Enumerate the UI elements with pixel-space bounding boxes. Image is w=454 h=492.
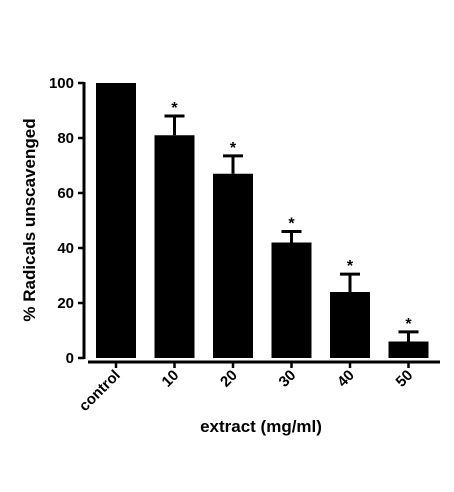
y-tick-label-100: 100 xyxy=(49,75,74,92)
x-tick-label-10: 10 xyxy=(159,367,183,391)
x-tick-label-40: 40 xyxy=(334,367,358,391)
bar-50 xyxy=(388,341,429,358)
y-tick-label-0: 0 xyxy=(66,350,74,367)
bar-40 xyxy=(330,292,370,358)
bar-10 xyxy=(154,135,195,358)
significance-marker-20: * xyxy=(230,140,237,157)
y-tick-label-60: 60 xyxy=(57,185,74,202)
significance-marker-50: * xyxy=(405,316,412,333)
y-axis-title: % Radicals unscavenged xyxy=(20,118,39,321)
significance-marker-40: * xyxy=(347,258,354,275)
bar-30 xyxy=(271,242,312,358)
error-bars-layer xyxy=(164,114,419,342)
significance-marker-10: * xyxy=(171,100,178,117)
x-tick-label-20: 20 xyxy=(217,367,241,391)
y-tick-label-40: 40 xyxy=(57,240,74,257)
y-tick-label-80: 80 xyxy=(57,130,74,147)
x-tick-label-50: 50 xyxy=(393,367,417,391)
bars-layer xyxy=(96,83,429,358)
y-tick-label-20: 20 xyxy=(57,295,74,312)
significance-marker-30: * xyxy=(288,216,295,233)
significance-layer: * * * * * xyxy=(171,100,412,333)
bar-20 xyxy=(213,173,253,358)
x-tick-label-control: control xyxy=(76,367,124,415)
x-tick-label-30: 30 xyxy=(276,367,300,391)
bar-control xyxy=(96,83,136,358)
x-axis-title: extract (mg/ml) xyxy=(200,417,322,436)
